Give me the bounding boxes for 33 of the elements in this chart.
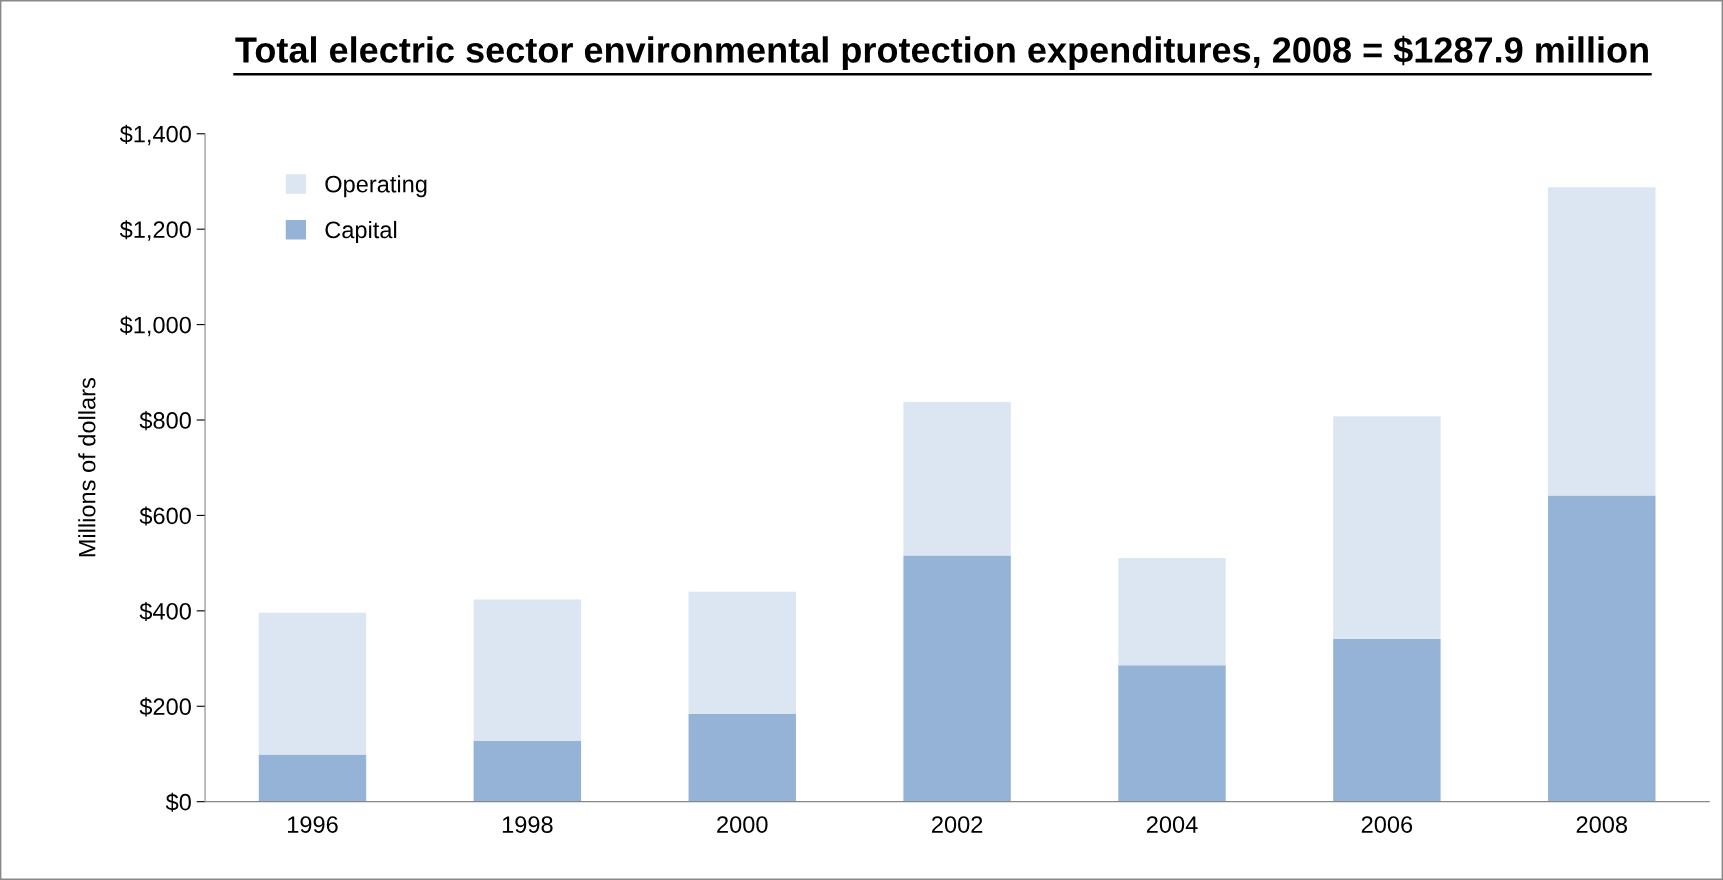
y-tick-label: $400: [139, 601, 191, 622]
bar: [1548, 495, 1656, 802]
bar: [1118, 665, 1226, 802]
x-tick-label: 2006: [1361, 816, 1413, 833]
bar: [258, 612, 367, 755]
chart-title: Total electric sector environmental protection expenditures, 2008 = $1287.9 million: [235, 35, 1648, 70]
y-axis-title: Millions of dollars: [78, 378, 96, 557]
bar: [903, 401, 1011, 556]
y-tick-label: $1,000: [119, 315, 191, 337]
bar: [903, 555, 1011, 802]
bar: [1333, 638, 1441, 802]
legend-label: Operating: [325, 175, 427, 198]
bar: [258, 754, 367, 802]
bar: [688, 713, 796, 802]
y-tick-label: $600: [139, 506, 191, 526]
bar: [473, 599, 582, 742]
bar: [1548, 187, 1656, 496]
x-tick-label: 1996: [288, 816, 338, 833]
bar: [688, 591, 796, 714]
bar: [1333, 416, 1441, 639]
x-tick-label: 2004: [1146, 816, 1198, 833]
y-tick-label: $200: [139, 697, 191, 717]
x-tick-label: 2000: [717, 816, 768, 833]
y-tick-label: $1,400: [119, 124, 191, 146]
bar: [473, 741, 582, 802]
x-tick-label: 2002: [932, 816, 983, 833]
y-tick-label: $0: [165, 792, 191, 812]
bar: [1118, 557, 1226, 666]
x-tick-label: 1998: [502, 816, 553, 833]
legend-label: Capital: [325, 220, 397, 243]
x-tick-label: 2008: [1576, 816, 1628, 833]
y-tick-label: $800: [139, 411, 191, 431]
y-tick-label: $1,200: [119, 220, 191, 241]
